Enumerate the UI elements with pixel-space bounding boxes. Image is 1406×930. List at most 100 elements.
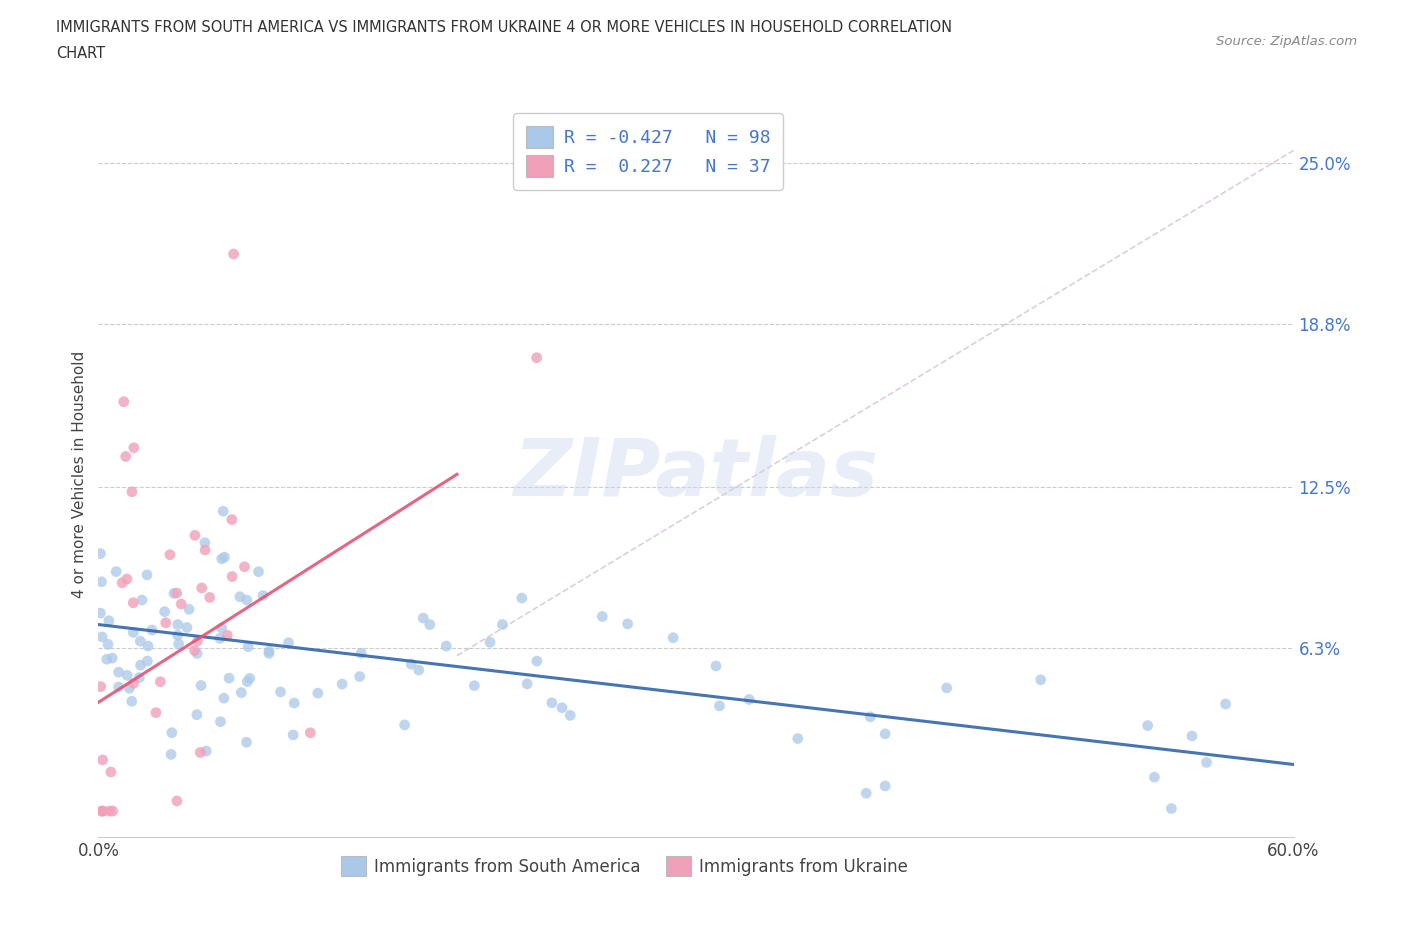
Point bbox=[101, 651, 124, 666]
Point bbox=[198, 590, 221, 604]
Point bbox=[97, 637, 120, 652]
Text: IMMIGRANTS FROM SOUTH AMERICA VS IMMIGRANTS FROM UKRAINE 4 OR MORE VEHICLES IN H: IMMIGRANTS FROM SOUTH AMERICA VS IMMIGRA… bbox=[56, 20, 952, 35]
Point bbox=[1215, 697, 1237, 711]
Point bbox=[122, 625, 145, 640]
Point bbox=[277, 635, 299, 650]
Point bbox=[399, 657, 422, 671]
Point bbox=[105, 565, 128, 579]
Y-axis label: 4 or more Vehicles in Household: 4 or more Vehicles in Household bbox=[72, 351, 87, 598]
Point bbox=[91, 752, 114, 767]
Text: CHART: CHART bbox=[56, 46, 105, 61]
Point bbox=[875, 778, 897, 793]
Point bbox=[188, 745, 211, 760]
Point bbox=[412, 611, 434, 626]
Point bbox=[349, 669, 371, 684]
Point bbox=[662, 631, 685, 645]
Point bbox=[129, 633, 152, 648]
Point bbox=[1195, 755, 1218, 770]
Point bbox=[101, 804, 124, 818]
Point bbox=[118, 681, 141, 696]
Point bbox=[560, 708, 582, 723]
Point bbox=[233, 559, 256, 574]
Point bbox=[90, 804, 112, 818]
Point bbox=[149, 674, 172, 689]
Point bbox=[115, 572, 138, 587]
Point bbox=[217, 628, 239, 643]
Point bbox=[186, 707, 208, 722]
Text: Source: ZipAtlas.com: Source: ZipAtlas.com bbox=[1216, 35, 1357, 48]
Point bbox=[166, 586, 188, 601]
Point bbox=[212, 504, 235, 519]
Point bbox=[236, 592, 259, 607]
Point bbox=[218, 671, 240, 685]
Point bbox=[239, 671, 262, 685]
Point bbox=[616, 617, 638, 631]
Point bbox=[115, 668, 138, 683]
Point bbox=[111, 576, 134, 591]
Point bbox=[394, 717, 416, 732]
Point bbox=[91, 804, 114, 818]
Point bbox=[855, 786, 877, 801]
Point bbox=[211, 551, 233, 566]
Point bbox=[170, 596, 193, 611]
Point bbox=[709, 698, 731, 713]
Point bbox=[166, 617, 188, 631]
Point bbox=[145, 705, 167, 720]
Point bbox=[516, 676, 538, 691]
Point bbox=[221, 569, 243, 584]
Point bbox=[307, 685, 329, 700]
Point bbox=[540, 696, 562, 711]
Point bbox=[786, 731, 808, 746]
Point bbox=[419, 618, 441, 632]
Point bbox=[350, 645, 373, 660]
Point bbox=[195, 744, 218, 759]
Point bbox=[257, 644, 280, 658]
Point bbox=[107, 680, 129, 695]
Point bbox=[221, 512, 243, 527]
Point bbox=[1136, 718, 1159, 733]
Point bbox=[90, 679, 112, 694]
Point bbox=[176, 620, 198, 635]
Point bbox=[122, 595, 145, 610]
Point bbox=[704, 658, 727, 673]
Point bbox=[935, 681, 957, 696]
Point bbox=[167, 636, 190, 651]
Point bbox=[141, 622, 163, 637]
Point bbox=[136, 654, 159, 669]
Point bbox=[190, 580, 212, 595]
Point bbox=[551, 700, 574, 715]
Point bbox=[1029, 672, 1052, 687]
Point bbox=[122, 440, 145, 455]
Point bbox=[186, 646, 208, 661]
Point bbox=[160, 725, 183, 740]
Point bbox=[107, 665, 129, 680]
Point bbox=[591, 609, 613, 624]
Point bbox=[209, 714, 232, 729]
Point bbox=[235, 735, 257, 750]
Point bbox=[131, 592, 153, 607]
Point bbox=[510, 591, 533, 605]
Point bbox=[153, 604, 176, 619]
Point bbox=[129, 658, 152, 672]
Point bbox=[526, 351, 548, 365]
Point bbox=[229, 590, 252, 604]
Point bbox=[222, 246, 245, 261]
Point bbox=[89, 546, 111, 561]
Text: ZIPatlas: ZIPatlas bbox=[513, 435, 879, 513]
Point bbox=[91, 630, 114, 644]
Point bbox=[96, 652, 118, 667]
Point bbox=[408, 663, 430, 678]
Point bbox=[875, 726, 897, 741]
Point bbox=[136, 567, 159, 582]
Point bbox=[166, 793, 188, 808]
Point bbox=[212, 691, 235, 706]
Legend: Immigrants from South America, Immigrants from Ukraine: Immigrants from South America, Immigrant… bbox=[335, 849, 914, 884]
Point bbox=[155, 616, 177, 631]
Point bbox=[160, 747, 183, 762]
Point bbox=[136, 639, 159, 654]
Point bbox=[236, 674, 259, 689]
Point bbox=[491, 617, 513, 631]
Point bbox=[128, 671, 150, 685]
Point bbox=[1160, 801, 1182, 816]
Point bbox=[270, 684, 292, 699]
